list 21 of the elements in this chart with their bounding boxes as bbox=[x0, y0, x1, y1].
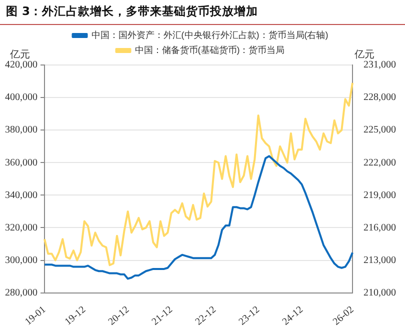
y2-tick-label: 222,000 bbox=[364, 157, 396, 168]
y-tick-label: 380,000 bbox=[5, 124, 38, 136]
y2-tick-label: 213,000 bbox=[364, 254, 396, 266]
y-tick-label: 300,000 bbox=[5, 254, 38, 266]
y2-tick-label: 216,000 bbox=[364, 222, 396, 234]
y2-tick-label: 225,000 bbox=[364, 124, 396, 136]
y-tick-label: 320,000 bbox=[5, 222, 38, 234]
y2-tick-label: 219,000 bbox=[364, 190, 396, 201]
y-tick-label: 280,000 bbox=[5, 287, 38, 298]
y2-tick-label: 231,000 bbox=[364, 60, 396, 71]
legend-label: 中国：储备货币(基础货币)：货币当局 bbox=[134, 44, 285, 55]
legend-label: 中国：国外资产：外汇(中央银行外汇占款)：货币当局(右轴) bbox=[91, 30, 328, 40]
y-tick-label: 420,000 bbox=[5, 60, 38, 71]
y2-tick-label: 210,000 bbox=[364, 287, 396, 298]
y-tick-label: 340,000 bbox=[5, 190, 38, 201]
y-tick-label: 360,000 bbox=[5, 157, 38, 168]
y-axis-title: 亿元 bbox=[9, 50, 30, 61]
y-tick-label: 400,000 bbox=[5, 92, 38, 104]
y2-axis-title: 亿元 bbox=[354, 50, 374, 61]
y2-tick-label: 228,000 bbox=[364, 92, 396, 104]
chart-title: 图 3：外汇占款增长，多带来基础货币投放增加 bbox=[0, 0, 405, 25]
